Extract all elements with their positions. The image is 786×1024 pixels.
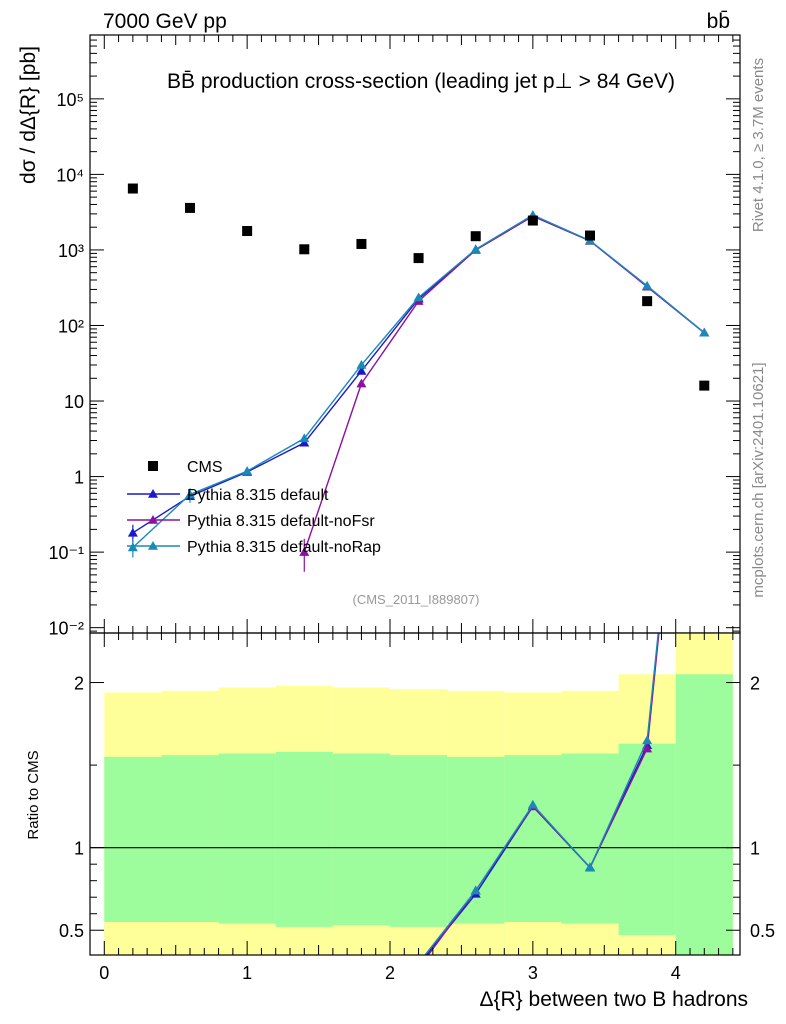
ratio-y-tick-label: 2: [74, 674, 84, 694]
series-marker: [356, 365, 367, 375]
x-tick-label: 2: [385, 963, 395, 983]
x-tick-label: 0: [99, 963, 109, 983]
data-marker: [470, 231, 481, 242]
series-marker: [699, 327, 710, 337]
ratio-marker: [527, 799, 538, 809]
y-tick-label: 10²: [58, 316, 84, 336]
ratio-line: [424, 633, 659, 955]
data-marker: [127, 183, 138, 194]
series-marker: [299, 437, 310, 447]
uncertainty-band-green: [161, 755, 219, 955]
data-marker: [527, 215, 538, 226]
legend-marker: [148, 489, 158, 498]
uncertainty-band-green: [332, 753, 390, 955]
uncertainty-band-green: [275, 751, 333, 955]
uncertainty-band-green: [390, 755, 448, 955]
y-tick-label: 10³: [58, 241, 84, 261]
data-marker: [356, 238, 367, 249]
data-marker: [699, 380, 710, 391]
series-marker: [299, 433, 310, 443]
header-right: bb̄: [707, 10, 730, 33]
data-marker: [642, 296, 653, 307]
uncertainty-band-green: [504, 755, 562, 955]
uncertainty-band-green: [561, 753, 619, 955]
y-tick-label: 10⁻²: [48, 619, 84, 639]
series-marker: [356, 359, 367, 369]
x-tick-label: 3: [528, 963, 538, 983]
header-left: 7000 GeV pp: [103, 10, 227, 33]
y-tick-label: 10⁻¹: [48, 543, 84, 563]
legend-label-cms: CMS: [187, 459, 223, 476]
legend-label: Pythia 8.315 default-noFsr: [187, 513, 375, 530]
y-tick-label: 10⁵: [57, 90, 84, 110]
legend-marker-cms: [148, 461, 158, 471]
uncertainty-band-green: [447, 756, 505, 955]
data-marker: [413, 253, 424, 264]
ratio-y-tick-label-right: 0.5: [750, 921, 775, 941]
legend-label: Pythia 8.315 default: [187, 487, 329, 504]
uncertainty-band-green: [675, 674, 733, 955]
uncertainty-band-green: [618, 743, 676, 955]
series-marker: [470, 244, 481, 254]
ratio-frame: [89, 632, 741, 956]
data-marker: [242, 226, 253, 237]
legend-label: Pythia 8.315 default-noRap: [187, 539, 381, 556]
x-tick-label: 4: [671, 963, 681, 983]
uncertainty-band-green: [218, 753, 276, 955]
series-marker: [356, 378, 367, 388]
ratio-marker: [642, 735, 653, 745]
series-marker: [242, 466, 253, 475]
rivet-label: Rivet 4.1.0, ≥ 3.7M events: [750, 58, 767, 232]
data-marker: [185, 202, 195, 213]
analysis-label: (CMS_2011_I889807): [353, 592, 480, 607]
y-axis-label: dσ / dΔ{R} [pb]: [17, 46, 40, 184]
chart-title: BB̄ production cross-section (leading je…: [167, 70, 675, 93]
ratio-marker: [642, 743, 653, 753]
ratio-y-tick-label: 1: [74, 839, 84, 859]
mcplots-label: mcplots.cern.ch [arXiv:2401.10621]: [750, 362, 767, 597]
legend-marker: [148, 515, 158, 524]
y-tick-label: 1: [74, 468, 84, 488]
series-marker: [642, 280, 653, 290]
ratio-panel: 0.5 0.5 1 1 2 2 0 1 2 3 4 Ratio to CMS Δ{R} between …: [25, 632, 775, 1011]
ratio-y-tick-label-right: 2: [750, 674, 760, 694]
ratio-marker: [470, 885, 481, 895]
ratio-y-tick-label-right: 1: [750, 839, 760, 859]
ratio-y-tick-label: 0.5: [59, 921, 84, 941]
x-axis-label: Δ{R} between two B hadrons: [479, 988, 748, 1011]
data-marker: [585, 230, 595, 241]
legend-marker: [148, 541, 158, 550]
main-panel: 10⁻² 10⁻¹ 1 10 10² 10³ 10⁴ 10⁵ BB̄ production cr…: [17, 34, 741, 639]
series-marker: [413, 292, 424, 302]
x-tick-label: 1: [242, 963, 252, 983]
ratio-content: [90, 633, 740, 955]
ratio-marker: [585, 862, 595, 872]
y-tick-label: 10⁴: [56, 165, 84, 185]
ratio-y-axis-label: Ratio to CMS: [25, 750, 42, 839]
y-tick-label: 10: [64, 392, 84, 412]
data-marker: [299, 244, 310, 255]
